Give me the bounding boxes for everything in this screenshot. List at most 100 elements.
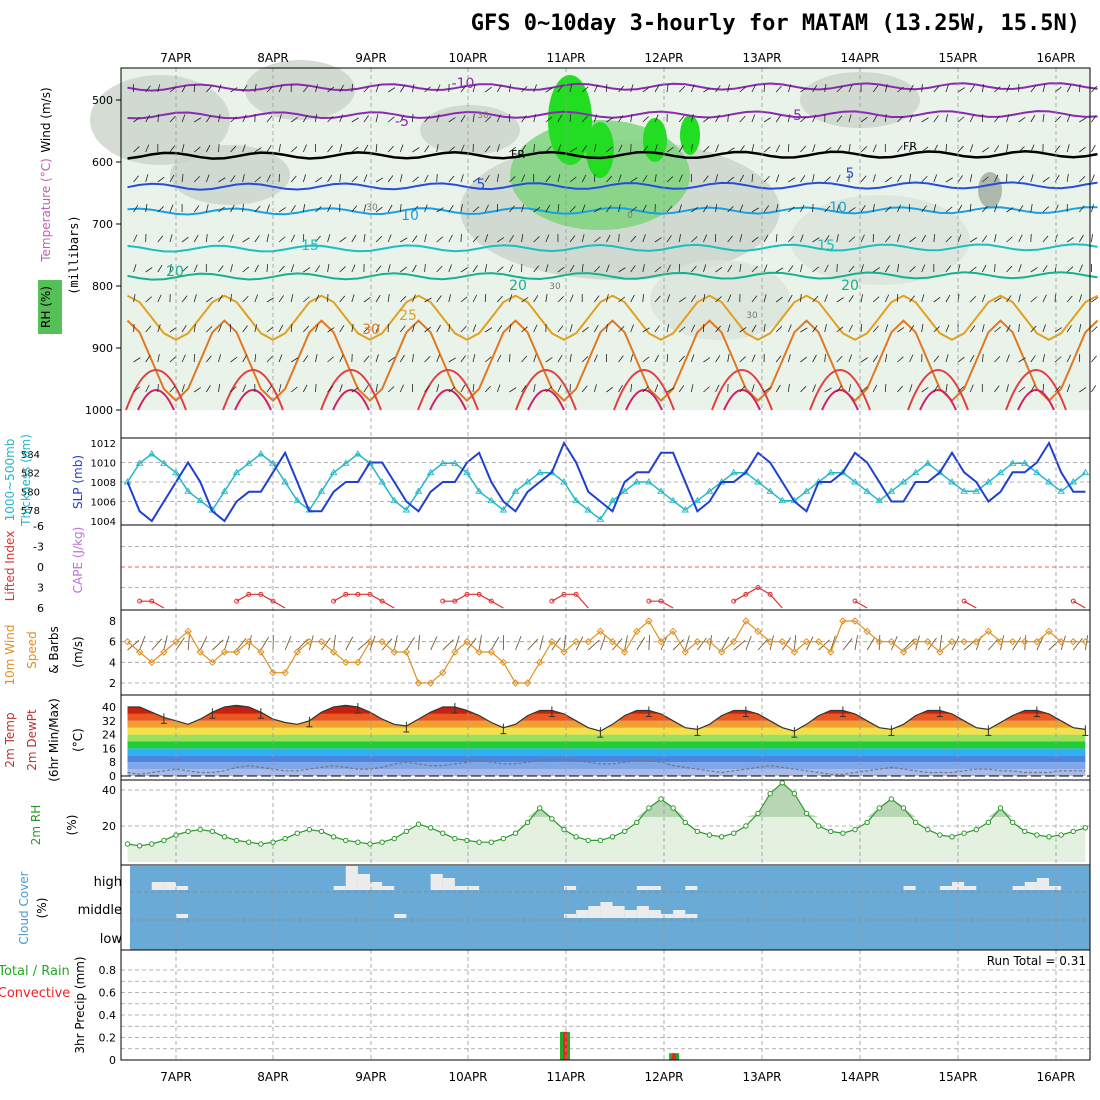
panel-frame [120, 609, 1091, 696]
wind-barb [703, 264, 707, 273]
wind-barb-10m [430, 636, 438, 651]
ylabel-rh: RH (%) [39, 286, 53, 328]
rh-point [524, 819, 531, 826]
wind-barb [787, 324, 792, 333]
wind-barb [169, 327, 177, 333]
wind-speed-point [1045, 627, 1053, 636]
wind-speed-point [511, 679, 520, 687]
wind-barb [739, 115, 746, 123]
ylabel-ms: (m/s) [71, 636, 85, 667]
wind-barb [848, 295, 854, 303]
precip-tick-label: 0 [109, 1054, 116, 1067]
wind-barb [1030, 204, 1033, 213]
date-label-bottom: 10APR [448, 1070, 487, 1084]
wind-barb [788, 177, 796, 183]
wind-barb [424, 145, 430, 153]
wind-barb [242, 144, 246, 153]
wind-barb [727, 84, 730, 93]
wind-barb [375, 144, 378, 153]
wind-barb [484, 327, 493, 333]
wind-speed-point [487, 648, 495, 656]
wind-barb-10m [903, 638, 915, 651]
wind-speed-point [1033, 637, 1041, 646]
wind-barb [387, 356, 395, 363]
wind-barb [933, 385, 939, 393]
isotherm-label: 20 [509, 278, 527, 294]
panel-frame [120, 949, 1091, 1061]
wind-barb [533, 236, 540, 243]
wind-barb [690, 114, 694, 123]
wind-barb [690, 384, 694, 393]
rh-point [124, 841, 131, 847]
wind-speed-point [548, 637, 556, 646]
wind-barb-10m [345, 636, 354, 651]
wind-barb [484, 264, 488, 273]
wind-barb [727, 147, 735, 153]
wind-barb [303, 325, 309, 333]
wind-barb [606, 386, 614, 393]
wind-barb [157, 383, 159, 393]
wind-barb [884, 294, 890, 303]
rh-point [500, 835, 507, 842]
wind-barb [860, 264, 864, 273]
thickness-point [438, 459, 447, 466]
rh-point [318, 828, 325, 835]
wind-barb [509, 324, 512, 333]
wind-barb [242, 114, 247, 123]
wind-barb [836, 234, 839, 243]
date-label-bottom: 8APR [257, 1070, 288, 1084]
wind-barb [751, 295, 758, 303]
wind-barb [763, 324, 766, 333]
isotherm-label: 20 [841, 278, 859, 294]
wind-barb [800, 116, 807, 123]
wind-barb-10m [1024, 635, 1027, 651]
wind-barb [666, 84, 669, 93]
ylabel-convective: Convective [0, 986, 70, 1001]
slp-tick-label: 1004 [91, 517, 116, 528]
rh-point [512, 830, 519, 836]
wind-barb [363, 326, 371, 333]
wind-barb [581, 86, 589, 93]
wind-barb [872, 355, 878, 363]
lifted-index-point [731, 598, 737, 604]
date-label-top: 7APR [160, 51, 191, 65]
wind-barb [994, 297, 1002, 303]
wind-barb-10m [284, 636, 292, 651]
wind-barb [860, 234, 865, 243]
wind-barb [642, 293, 644, 303]
rh-point [391, 835, 397, 842]
isotherm-40 [723, 389, 761, 411]
rh-point [755, 810, 761, 817]
wind-barb-10m [1012, 637, 1022, 651]
wind-barb [521, 85, 528, 93]
humid-patch [978, 172, 1002, 208]
lifted-index-point [852, 598, 858, 604]
wind-barb [642, 385, 649, 393]
wind-barb [836, 326, 844, 333]
precip-tick-label: 0.2 [99, 1032, 117, 1045]
isotherm-line [127, 243, 1098, 253]
wind-speed-point [645, 617, 653, 625]
isotherm-label: FR [511, 148, 525, 161]
wind-barb [230, 175, 236, 183]
wind-barb [521, 355, 528, 363]
wind-barb [1091, 144, 1096, 153]
wind-barb [618, 85, 625, 93]
wind-barb [399, 204, 402, 213]
wind-barb [630, 354, 634, 363]
wind-barb [472, 265, 478, 273]
wind-barb [981, 264, 987, 273]
wind-barb [666, 146, 674, 153]
wind-barb [630, 235, 637, 243]
wind-barb [630, 294, 635, 303]
wind-barb [594, 265, 601, 273]
wind-barb [666, 353, 669, 363]
thickness-point [293, 496, 302, 504]
wind-barb [800, 327, 808, 333]
wind-barb [642, 175, 648, 183]
thickness-point [729, 468, 738, 476]
wind-barb [218, 84, 222, 93]
thickness-point [378, 478, 386, 485]
wind-barb [484, 175, 490, 183]
wind-barb [787, 354, 791, 363]
